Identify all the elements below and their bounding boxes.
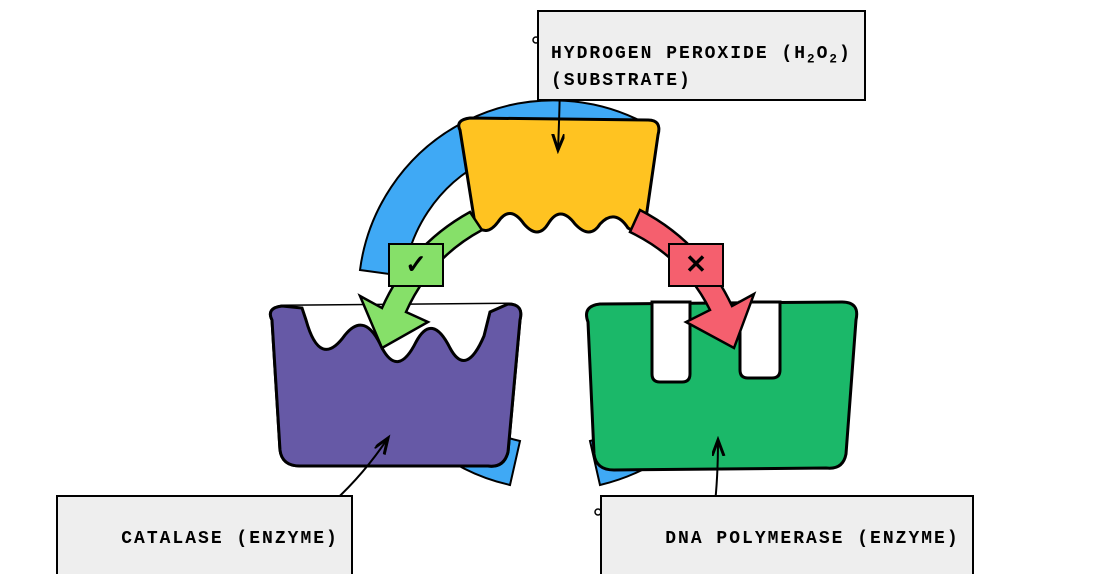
badge-no: ✕ bbox=[668, 243, 724, 287]
label-catalase: CATALASE (ENZYME) bbox=[56, 495, 353, 574]
cross-icon: ✕ bbox=[685, 250, 707, 281]
label-dna-polymerase: DNA POLYMERASE (ENZYME) bbox=[600, 495, 974, 574]
label-substrate-line1: HYDROGEN PEROXIDE (H2O2) bbox=[551, 44, 852, 64]
badge-yes: ✓ bbox=[388, 243, 444, 287]
diagram-canvas: ✓ ✕ HYDROGEN PEROXIDE (H2O2) (SUBSTRATE)… bbox=[0, 0, 1100, 574]
check-icon: ✓ bbox=[405, 250, 427, 281]
label-substrate-line2: (SUBSTRATE) bbox=[551, 71, 692, 91]
label-substrate: HYDROGEN PEROXIDE (H2O2) (SUBSTRATE) bbox=[537, 10, 866, 101]
